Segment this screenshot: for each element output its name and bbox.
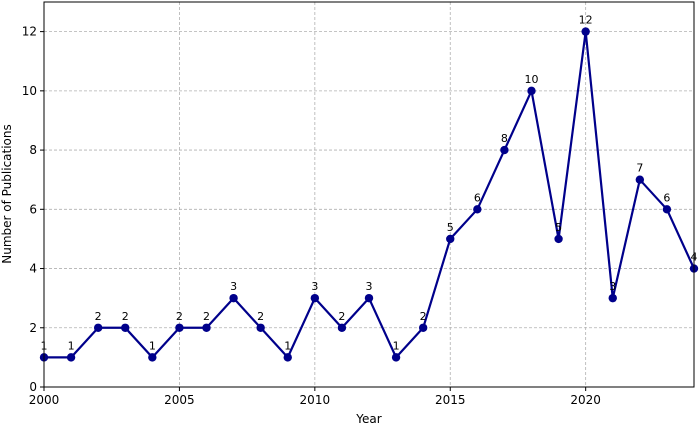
data-label: 3 — [609, 280, 616, 293]
data-label: 1 — [284, 339, 291, 352]
data-points — [39, 27, 699, 362]
data-point — [608, 293, 617, 303]
data-point — [229, 293, 238, 303]
data-point — [121, 323, 130, 332]
data-label: 3 — [366, 280, 373, 293]
data-point — [418, 323, 428, 332]
y-tick-label: 8 — [29, 143, 37, 157]
data-label: 6 — [474, 191, 481, 204]
data-point — [635, 175, 645, 184]
data-label: 3 — [230, 280, 237, 293]
data-label: 7 — [636, 162, 643, 175]
data-label: 2 — [95, 310, 102, 323]
data-point — [93, 323, 103, 332]
data-label: 1 — [149, 339, 156, 352]
data-label: 2 — [122, 310, 129, 323]
data-label: 5 — [555, 221, 562, 234]
data-label: 5 — [447, 221, 454, 234]
y-axis-label: Number of Publications — [0, 124, 14, 264]
x-axis-label: Year — [355, 412, 381, 425]
data-label: 3 — [311, 280, 318, 293]
data-point — [473, 205, 482, 214]
data-label: 10 — [525, 73, 539, 86]
data-label: 2 — [257, 310, 264, 323]
data-point — [283, 353, 292, 362]
data-point — [581, 27, 590, 36]
x-tick-label: 2000 — [29, 393, 60, 407]
data-point — [202, 323, 211, 332]
x-tick-label: 2010 — [300, 393, 331, 407]
plot-frame — [43, 1, 695, 388]
x-tick-label: 2005 — [164, 393, 195, 407]
data-point — [175, 323, 184, 332]
x-tick-label: 2020 — [570, 393, 601, 407]
y-tick-label: 12 — [22, 25, 37, 39]
data-point — [148, 353, 157, 362]
data-point — [500, 145, 509, 155]
data-label: 2 — [338, 310, 345, 323]
data-point — [66, 353, 76, 362]
x-tick-label: 2015 — [435, 393, 466, 407]
data-label: 8 — [501, 132, 508, 145]
grid — [43, 2, 694, 388]
y-tick-label: 4 — [29, 262, 37, 276]
data-point — [446, 234, 455, 244]
y-tick-label: 0 — [29, 380, 37, 394]
y-tick-label: 6 — [29, 202, 37, 216]
data-label: 2 — [420, 310, 427, 323]
data-point — [391, 353, 401, 362]
data-point — [364, 293, 374, 303]
series-line — [44, 30, 696, 359]
data-point — [662, 205, 672, 214]
data-point — [527, 86, 536, 96]
data-point — [256, 323, 265, 332]
data-label: 6 — [663, 191, 670, 204]
y-tick-label: 2 — [29, 321, 37, 335]
data-label: 2 — [203, 310, 210, 323]
data-label: 1 — [68, 339, 75, 352]
data-point — [554, 234, 563, 244]
data-point — [310, 293, 320, 303]
data-label: 1 — [393, 339, 400, 352]
data-label: 2 — [176, 310, 183, 323]
y-tick-label: 10 — [22, 84, 37, 98]
data-label: 12 — [579, 14, 593, 27]
data-point — [337, 323, 347, 332]
